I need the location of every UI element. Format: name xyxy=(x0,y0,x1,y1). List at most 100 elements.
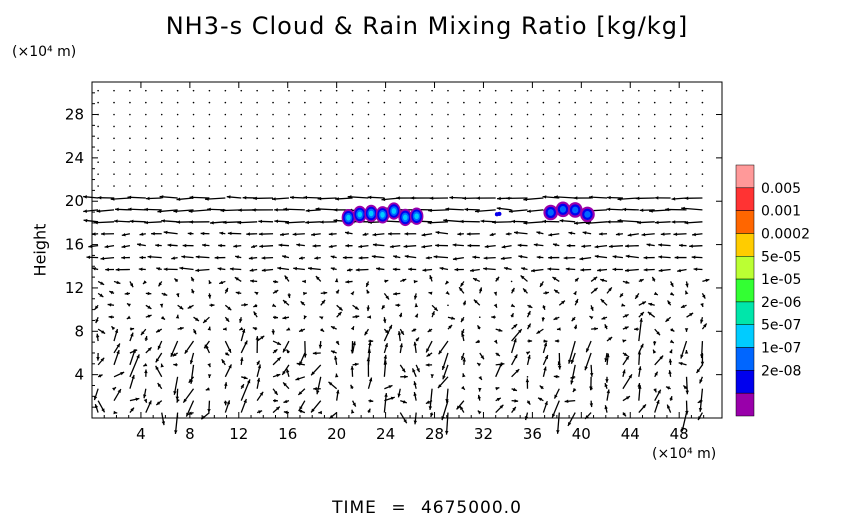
vector-head xyxy=(143,398,147,403)
vector-dot xyxy=(526,173,529,175)
vector-dot xyxy=(145,161,147,164)
vector-head xyxy=(314,256,319,260)
vector-dot xyxy=(415,173,417,175)
vector-head xyxy=(429,196,434,200)
vector-head xyxy=(542,305,546,310)
vector-head xyxy=(285,220,289,225)
vector-dot xyxy=(510,137,513,140)
vector-head xyxy=(258,232,263,236)
vector-dot xyxy=(319,101,322,104)
vector-dot xyxy=(701,101,704,104)
vector-head xyxy=(553,243,557,247)
vector-head xyxy=(157,209,162,214)
vector-head xyxy=(93,396,98,401)
vector-dot xyxy=(574,125,577,128)
vector-dot xyxy=(478,101,481,104)
vector-dot xyxy=(192,161,195,164)
vector-head xyxy=(476,196,480,200)
vector-head xyxy=(640,343,644,348)
vector-head xyxy=(685,390,689,395)
vector-head xyxy=(260,335,265,340)
vector-dot xyxy=(129,185,131,187)
vector-head xyxy=(473,278,478,282)
time-readout: TIME = 4675000.0 xyxy=(0,498,854,518)
vector-dot xyxy=(685,161,688,164)
vector-dot xyxy=(240,185,243,187)
vector-head xyxy=(298,391,303,395)
vector-head xyxy=(464,207,469,212)
vector-head xyxy=(395,303,400,307)
vector-head xyxy=(415,337,419,342)
vector-head xyxy=(582,231,587,235)
x-tick-label: 8 xyxy=(185,425,195,443)
vector-dot xyxy=(669,185,672,187)
vector-head xyxy=(553,316,558,320)
vector-dot xyxy=(304,113,306,116)
vector-head xyxy=(677,268,681,273)
vector-head xyxy=(208,280,212,285)
vector-head xyxy=(115,267,120,272)
vector-dot xyxy=(160,149,163,152)
vector-head xyxy=(574,277,579,282)
vector-dot xyxy=(431,125,433,128)
vector-dot xyxy=(160,113,163,116)
vector-head xyxy=(624,314,629,318)
vector-head xyxy=(147,314,152,318)
vector-head xyxy=(335,197,339,201)
vector-dot xyxy=(542,125,545,128)
vector-head xyxy=(654,196,659,200)
vector-head xyxy=(354,362,359,367)
vector-dot xyxy=(447,89,449,92)
vector-head xyxy=(426,348,430,353)
vector-head xyxy=(462,196,467,201)
vector-head xyxy=(170,352,174,357)
vector-head xyxy=(176,220,181,224)
vector-dot xyxy=(574,173,577,175)
vector-head xyxy=(255,336,260,340)
vector-head xyxy=(461,330,465,335)
vector-head xyxy=(685,283,689,288)
vector-dot xyxy=(383,173,386,175)
vector-dot xyxy=(288,161,290,164)
vector-dot xyxy=(367,161,370,164)
vector-head xyxy=(617,197,622,201)
vector-head xyxy=(425,256,430,260)
vector-head xyxy=(305,208,310,213)
vector-head xyxy=(237,220,242,225)
vector-head xyxy=(594,327,598,331)
vector-head xyxy=(454,267,459,272)
vector-head xyxy=(258,410,263,414)
vector-dot xyxy=(415,125,417,128)
vector-dot xyxy=(463,89,465,92)
vector-head xyxy=(355,315,360,319)
vector-head xyxy=(531,268,535,273)
vector-head xyxy=(240,357,244,362)
vector-shaft xyxy=(445,412,449,435)
vector-shaft xyxy=(638,318,643,342)
vector-dot xyxy=(192,101,195,104)
colorbar-swatch xyxy=(735,347,755,371)
vector-head xyxy=(350,349,355,354)
vector-dot xyxy=(145,101,147,104)
vector-head xyxy=(637,383,641,387)
vector-head xyxy=(477,362,482,367)
vector-head xyxy=(342,255,347,260)
vector-head xyxy=(397,331,402,335)
vector-dot xyxy=(256,89,258,92)
vector-head xyxy=(275,406,280,411)
vector-head xyxy=(381,305,386,310)
vector-head xyxy=(400,330,404,335)
vector-head xyxy=(156,401,161,405)
vector-dot xyxy=(208,149,211,152)
vector-head xyxy=(286,368,290,373)
vector-dot xyxy=(272,173,274,175)
vector-head xyxy=(372,232,377,237)
vector-dot xyxy=(383,161,386,164)
vector-dot xyxy=(335,125,338,128)
vector-dot xyxy=(685,89,688,92)
vector-head xyxy=(283,399,288,404)
vector-dot xyxy=(335,161,338,164)
vector-head xyxy=(619,293,624,298)
vector-head xyxy=(700,319,704,324)
vector-head xyxy=(175,396,180,401)
